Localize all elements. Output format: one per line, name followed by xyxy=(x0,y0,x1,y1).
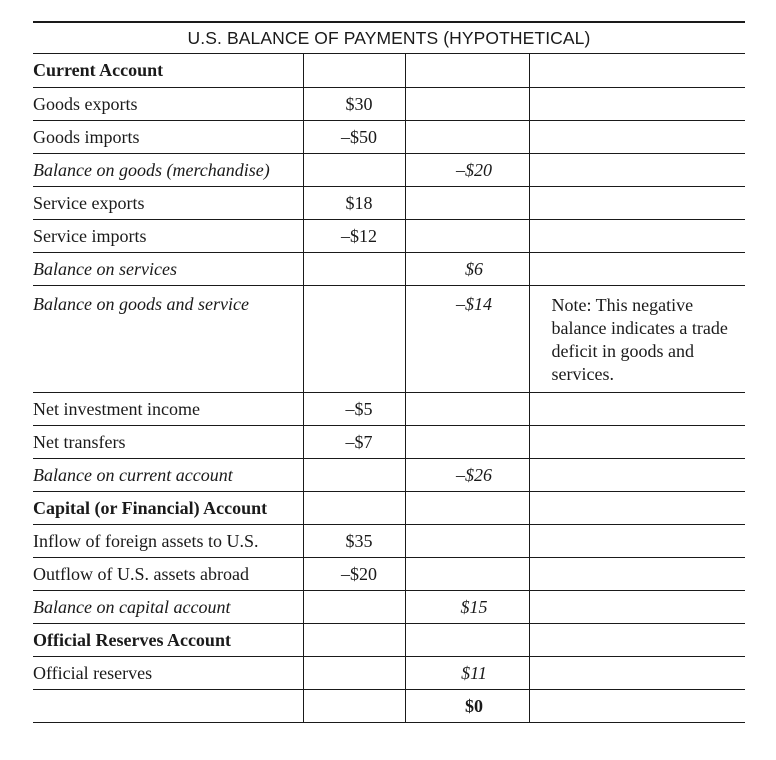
table-row: $0 xyxy=(33,689,745,723)
row-label: Capital (or Financial) Account xyxy=(33,491,303,525)
table-row: Balance on capital account $15 xyxy=(33,590,745,624)
table-row: Official reserves $11 xyxy=(33,656,745,690)
row-note xyxy=(528,590,745,624)
row-label: Service imports xyxy=(33,219,303,253)
row-balance xyxy=(404,54,529,88)
row-note xyxy=(528,656,745,690)
row-amount: $35 xyxy=(302,524,405,558)
table-row: Balance on goods (merchandise) –$20 xyxy=(33,153,745,187)
row-amount: $30 xyxy=(302,87,405,121)
row-amount xyxy=(302,285,405,393)
row-label: Outflow of U.S. assets abroad xyxy=(33,557,303,591)
table-row: Current Account xyxy=(33,54,745,88)
row-balance: $11 xyxy=(404,656,529,690)
table-row: Outflow of U.S. assets abroad –$20 xyxy=(33,557,745,591)
row-note xyxy=(528,87,745,121)
row-label: Balance on capital account xyxy=(33,590,303,624)
row-note xyxy=(528,186,745,220)
row-note xyxy=(528,491,745,525)
row-note xyxy=(528,392,745,426)
row-note xyxy=(528,689,745,723)
table-body: Current Account Goods exports $30 Goods imp… xyxy=(33,54,745,723)
balance-of-payments-table: U.S. BALANCE OF PAYMENTS (HYPOTHETICAL) … xyxy=(33,21,745,723)
table-row: Service exports $18 xyxy=(33,186,745,220)
table-row: Goods exports $30 xyxy=(33,87,745,121)
row-amount xyxy=(302,491,405,525)
row-balance xyxy=(404,120,529,154)
row-amount: –$50 xyxy=(302,120,405,154)
row-amount xyxy=(302,656,405,690)
row-note xyxy=(528,425,745,459)
row-note xyxy=(528,623,745,657)
row-label: Balance on goods and service xyxy=(33,285,303,393)
row-amount xyxy=(302,623,405,657)
row-amount xyxy=(302,252,405,286)
row-note xyxy=(528,524,745,558)
table-row: Balance on current account –$26 xyxy=(33,458,745,492)
row-balance xyxy=(404,491,529,525)
row-label xyxy=(33,689,303,723)
row-balance: $0 xyxy=(404,689,529,723)
row-balance xyxy=(404,87,529,121)
row-amount xyxy=(302,153,405,187)
table-row: Balance on services $6 xyxy=(33,252,745,286)
row-label: Net transfers xyxy=(33,425,303,459)
row-note xyxy=(528,557,745,591)
row-label: Current Account xyxy=(33,54,303,88)
table-row: Inflow of foreign assets to U.S. $35 xyxy=(33,524,745,558)
row-note xyxy=(528,153,745,187)
row-note xyxy=(528,54,745,88)
row-balance xyxy=(404,557,529,591)
table-row: Capital (or Financial) Account xyxy=(33,491,745,525)
row-amount: $18 xyxy=(302,186,405,220)
row-label: Goods imports xyxy=(33,120,303,154)
row-label: Balance on current account xyxy=(33,458,303,492)
row-label: Official Reserves Account xyxy=(33,623,303,657)
table-row: Net transfers –$7 xyxy=(33,425,745,459)
row-label: Balance on goods (merchandise) xyxy=(33,153,303,187)
table-row: Service imports –$12 xyxy=(33,219,745,253)
row-amount: –$7 xyxy=(302,425,405,459)
row-balance: –$20 xyxy=(404,153,529,187)
table-row: Balance on goods and service –$14 Note: Th… xyxy=(33,285,745,393)
row-label: Goods exports xyxy=(33,87,303,121)
row-note xyxy=(528,458,745,492)
row-label: Balance on services xyxy=(33,252,303,286)
row-amount xyxy=(302,458,405,492)
row-balance xyxy=(404,425,529,459)
row-balance: $6 xyxy=(404,252,529,286)
table-row: Net investment income –$5 xyxy=(33,392,745,426)
row-amount: –$5 xyxy=(302,392,405,426)
row-note: Note: This negative balance indicates a … xyxy=(528,285,745,393)
row-amount xyxy=(302,590,405,624)
row-label: Inflow of foreign assets to U.S. xyxy=(33,524,303,558)
row-amount xyxy=(302,689,405,723)
row-balance xyxy=(404,186,529,220)
row-label: Service exports xyxy=(33,186,303,220)
row-balance xyxy=(404,219,529,253)
row-note xyxy=(528,252,745,286)
row-balance xyxy=(404,623,529,657)
row-label: Net investment income xyxy=(33,392,303,426)
row-label: Official reserves xyxy=(33,656,303,690)
table-title: U.S. BALANCE OF PAYMENTS (HYPOTHETICAL) xyxy=(33,21,745,54)
row-balance xyxy=(404,392,529,426)
row-amount: –$12 xyxy=(302,219,405,253)
row-balance: $15 xyxy=(404,590,529,624)
row-amount xyxy=(302,54,405,88)
row-balance: –$26 xyxy=(404,458,529,492)
row-note xyxy=(528,219,745,253)
table-row: Goods imports –$50 xyxy=(33,120,745,154)
row-balance: –$14 xyxy=(404,285,529,393)
table-row: Official Reserves Account xyxy=(33,623,745,657)
row-note xyxy=(528,120,745,154)
row-balance xyxy=(404,524,529,558)
row-amount: –$20 xyxy=(302,557,405,591)
